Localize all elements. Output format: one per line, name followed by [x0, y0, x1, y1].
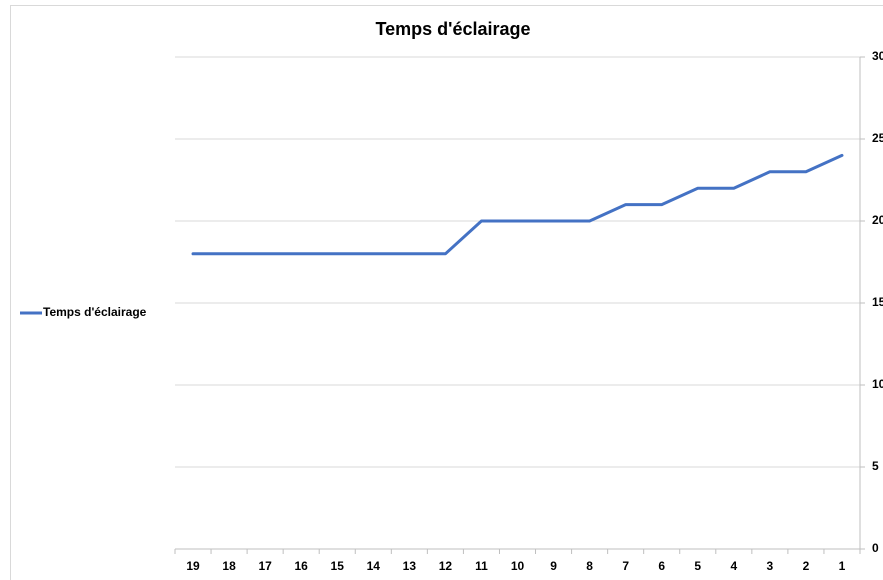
x-tick-label: 6	[658, 559, 665, 573]
y-tick-label: 30	[872, 49, 883, 63]
y-tick-label: 20	[872, 213, 883, 227]
y-tick-label: 25	[872, 131, 883, 145]
series-line	[191, 153, 844, 256]
x-tick-label: 17	[258, 559, 272, 573]
y-tick-label: 10	[872, 377, 883, 391]
x-tick-label: 19	[186, 559, 200, 573]
x-tick-label: 12	[439, 559, 453, 573]
x-tick-label: 15	[331, 559, 345, 573]
y-tick-label: 0	[872, 541, 879, 555]
x-tick-label: 14	[367, 559, 381, 573]
x-tick-label: 9	[550, 559, 557, 573]
legend-label: Temps d'éclairage	[43, 305, 147, 319]
x-tick-label: 3	[767, 559, 774, 573]
x-tick-label: 8	[586, 559, 593, 573]
x-tick-label: 1	[839, 559, 846, 573]
x-tick-label: 18	[222, 559, 236, 573]
x-tick-label: 2	[803, 559, 810, 573]
x-tick-label: 16	[295, 559, 309, 573]
y-tick-label: 15	[872, 295, 883, 309]
x-tick-label: 7	[622, 559, 629, 573]
x-tick-label: 11	[475, 559, 488, 573]
chart-title: Temps d'éclairage	[375, 19, 530, 39]
x-tick-label: 13	[403, 559, 417, 573]
x-tick-label: 10	[511, 559, 525, 573]
x-tick-label: 5	[694, 559, 701, 573]
chart-frame	[10, 5, 883, 580]
x-tick-label: 4	[730, 559, 737, 573]
y-tick-label: 5	[872, 459, 879, 473]
